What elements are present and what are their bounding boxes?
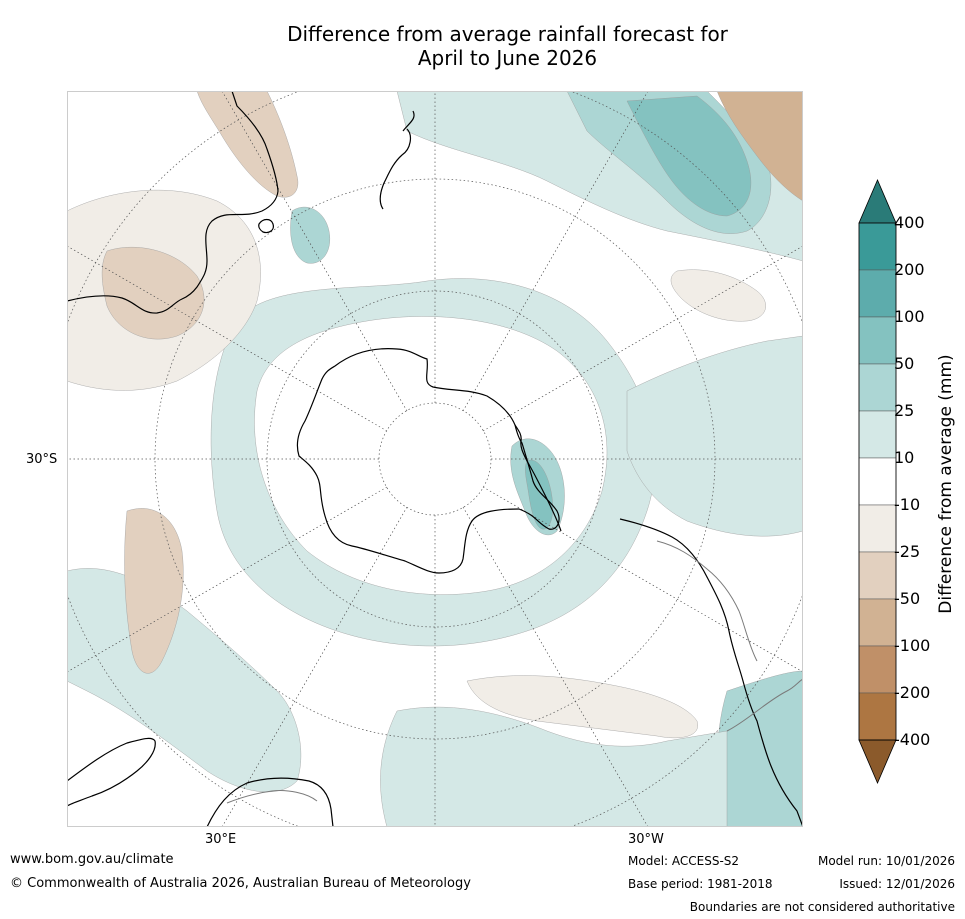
lon-label-30w: 30°W [628, 832, 664, 847]
colorbar-bin [858, 269, 897, 318]
footer-issued: Issued: 12/01/2026 [839, 877, 955, 891]
colorbar-tick-label: -200 [894, 683, 931, 702]
footer-disclaimer: Boundaries are not considered authoritat… [689, 900, 955, 914]
colorbar-bin [858, 504, 897, 553]
colorbar-bin [858, 410, 897, 459]
footer-url[interactable]: www.bom.gov.au/climate [10, 852, 174, 867]
colorbar-bin [858, 598, 897, 647]
colorbar-bin [858, 645, 897, 694]
tasmania-coastline [258, 218, 274, 234]
colorbar-bin [858, 363, 897, 412]
dry-area-southwest [124, 508, 184, 674]
colorbar-bin [858, 222, 897, 271]
title-line-1: Difference from average rainfall forecas… [287, 22, 728, 46]
colorbar-bin [858, 316, 897, 365]
footer-model-run: Model run: 10/01/2026 [817, 854, 955, 868]
footer-copyright: © Commonwealth of Australia 2026, Austra… [10, 876, 471, 891]
lat-label-30s: 30°S [26, 452, 58, 467]
africa-coastline [206, 777, 334, 827]
wet-ring-antarctic [210, 278, 656, 647]
colorbar-tick-label: -400 [894, 730, 931, 749]
colorbar-tick-label: 100 [894, 307, 925, 326]
dry-area-south [466, 675, 698, 739]
map-frame [67, 91, 803, 827]
wet-area-southeast [380, 706, 728, 827]
colorbar-bin [858, 692, 897, 741]
colorbar-tick-label: 25 [894, 401, 915, 420]
south-america-coastline [619, 518, 803, 827]
antarctic-peninsula-coastline [514, 424, 562, 532]
coastlines [67, 91, 803, 827]
colorbar-tick-label: 400 [894, 213, 925, 232]
antarctica-coastline [296, 348, 560, 574]
footer-base-period: Base period: 1981-2018 [628, 877, 773, 891]
rainfall-anomaly-map [67, 91, 803, 827]
south-america-internal-boundary [726, 678, 803, 732]
title-line-2: April to June 2026 [417, 46, 598, 70]
country-boundaries [226, 540, 803, 804]
australia-coastline [67, 91, 279, 314]
map-title: Difference from average rainfall forecas… [0, 22, 965, 70]
colorbar-extension-top [858, 178, 897, 224]
dry-area-northeast [716, 91, 803, 202]
colorbar-tick-label: -25 [894, 542, 921, 561]
wet-area-tasman [290, 206, 331, 264]
graticule [67, 91, 803, 827]
colorbar-bin [858, 551, 897, 600]
argentina-chile-boundary [656, 540, 758, 662]
colorbar-title: Difference from average (mm) [936, 354, 956, 614]
colorbar-bin [858, 457, 897, 506]
wet-area-north-peak [626, 95, 752, 217]
dry-area-australia-core [101, 246, 205, 340]
colorbar-tick-label: 50 [894, 354, 915, 373]
wet-area-east [626, 335, 803, 537]
new-zealand-coastline [379, 110, 415, 210]
colorbar-tick-label: 10 [894, 448, 915, 467]
africa-internal-boundary [226, 790, 318, 804]
footer-model: Model: ACCESS-S2 [628, 854, 740, 868]
colorbar-tick-label: -50 [894, 589, 921, 608]
southern-africa-west-coastline [67, 737, 156, 807]
colorbar-outline [858, 222, 897, 741]
lon-label-30e: 30°E [205, 832, 237, 847]
colorbar [858, 178, 897, 785]
colorbar-tick-label: 200 [894, 260, 925, 279]
wet-area-south-america [717, 670, 803, 827]
colorbar-tick-label: -10 [894, 495, 921, 514]
colorbar-tick-label: -100 [894, 636, 931, 655]
anomaly-shading [67, 91, 803, 827]
colorbar-extension-bottom [858, 739, 897, 785]
